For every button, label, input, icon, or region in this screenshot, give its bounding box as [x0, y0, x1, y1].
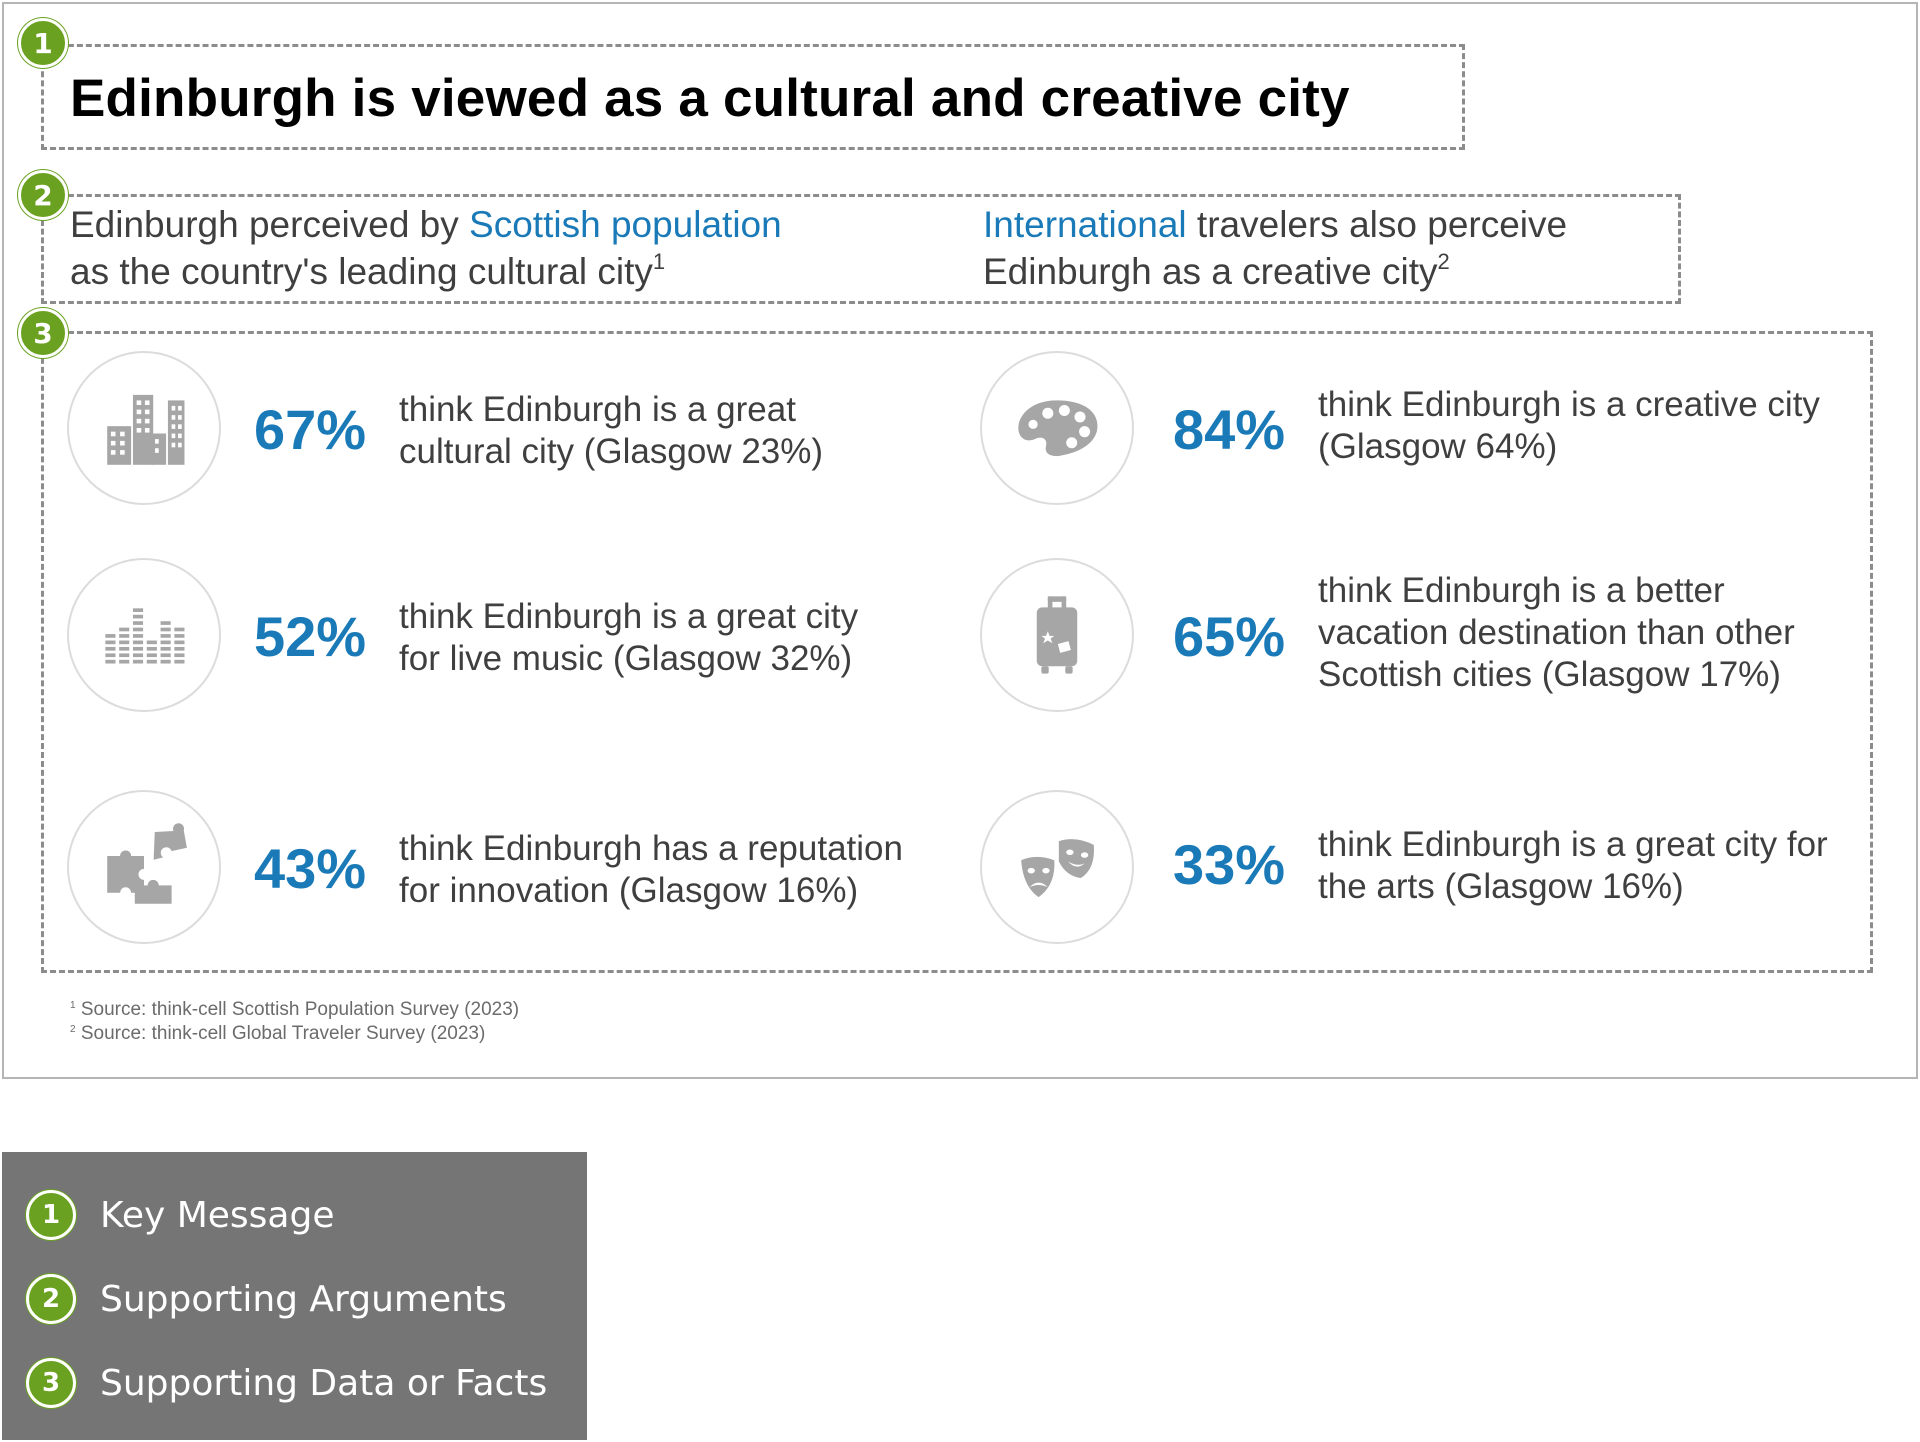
fact-description: think Edinburgh is a great cultural city… — [399, 389, 823, 473]
fact-description: think Edinburgh has a reputation for inn… — [399, 828, 903, 912]
fact-icon-circle — [67, 351, 221, 505]
fact-line: think Edinburgh is a great — [399, 390, 796, 429]
fact-percent: 33% — [1173, 833, 1286, 896]
key-message-title: Edinburgh is viewed as a cultural and cr… — [70, 69, 1350, 128]
fact-icon-circle — [980, 790, 1134, 944]
legend-label: Supporting Data or Facts — [100, 1362, 548, 1404]
fact-line: think Edinburgh has a reputation — [399, 829, 903, 868]
badge-3: 3 — [18, 308, 68, 358]
city-buildings-icon — [107, 394, 185, 465]
fact-line: think Edinburgh is a better — [1318, 571, 1725, 610]
legend-badge: 2 — [26, 1274, 76, 1324]
fact-icon-circle — [67, 790, 221, 944]
legend-badge: 1 — [26, 1190, 76, 1240]
footnote-marker: 1 — [70, 1000, 76, 1011]
fact-percent: 52% — [254, 605, 367, 668]
slide: 1 2 3 Edinburgh is viewed as a cultural … — [2, 2, 1918, 1079]
footnote-text: Source: think-cell Global Traveler Surve… — [80, 1023, 486, 1044]
footnotes: 1 Source: think-cell Scottish Population… — [70, 998, 519, 1046]
fact-line: vacation destination than other — [1318, 613, 1795, 652]
fact-description: think Edinburgh is a great city for the … — [1318, 824, 1828, 908]
fact-line: the arts (Glasgow 16%) — [1318, 867, 1684, 906]
fact-description: think Edinburgh is a better vacation des… — [1318, 570, 1795, 696]
footnote-marker: 2 — [70, 1024, 76, 1035]
argument-left: Edinburgh perceived by Scottish populati… — [70, 201, 782, 295]
argument-left-footnote-ref: 1 — [652, 249, 666, 274]
puzzle-pieces-icon — [107, 823, 187, 904]
supporting-facts-box — [41, 331, 1873, 973]
footnote-1: 1 Source: think-cell Scottish Population… — [70, 998, 519, 1022]
legend-label: Supporting Arguments — [100, 1278, 507, 1320]
paint-palette-icon — [1018, 400, 1098, 457]
legend-item-supporting-data: 3 Supporting Data or Facts — [26, 1358, 547, 1408]
argument-right: International travelers also perceive Ed… — [983, 201, 1567, 295]
legend-panel: 1 Key Message 2 Supporting Arguments 3 S… — [2, 1152, 587, 1440]
argument-left-pre: Edinburgh perceived by — [70, 204, 470, 245]
argument-left-accent: Scottish population — [469, 204, 782, 245]
supporting-arguments-box — [41, 194, 1681, 304]
footnote-text: Source: think-cell Scottish Population S… — [80, 999, 520, 1020]
argument-right-footnote-ref: 2 — [1437, 249, 1450, 274]
fact-line: cultural city (Glasgow 23%) — [399, 432, 824, 471]
fact-percent: 84% — [1173, 398, 1286, 461]
equalizer-bars-icon — [105, 608, 185, 664]
argument-right-accent: International — [983, 204, 1187, 245]
fact-percent: 43% — [254, 837, 367, 900]
fact-line: think Edinburgh is a creative city — [1318, 385, 1820, 424]
legend-badge: 3 — [26, 1358, 76, 1408]
fact-icon-circle — [980, 558, 1134, 712]
badge-1: 1 — [18, 18, 68, 68]
fact-percent: 65% — [1173, 605, 1286, 668]
badge-2: 2 — [18, 170, 68, 220]
argument-right-line2: Edinburgh as a creative city — [983, 251, 1438, 292]
fact-icon-circle — [980, 351, 1134, 505]
key-message-box — [41, 44, 1465, 150]
suitcase-icon — [1036, 596, 1078, 674]
argument-right-post: travelers also perceive — [1186, 204, 1568, 245]
argument-left-line2: as the country's leading cultural city — [70, 251, 653, 292]
legend-label: Key Message — [100, 1194, 335, 1236]
fact-line: for innovation (Glasgow 16%) — [399, 871, 859, 910]
legend-item-key-message: 1 Key Message — [26, 1190, 335, 1240]
fact-line: think Edinburgh is a great city for — [1318, 825, 1828, 864]
legend-item-supporting-arguments: 2 Supporting Arguments — [26, 1274, 507, 1324]
fact-line: (Glasgow 64%) — [1318, 427, 1558, 466]
fact-icon-circle — [67, 558, 221, 712]
fact-line: for live music (Glasgow 32%) — [399, 639, 853, 678]
fact-line: Scottish cities (Glasgow 17%) — [1318, 655, 1781, 694]
theater-masks-icon — [1019, 839, 1095, 900]
fact-description: think Edinburgh is a great city for live… — [399, 596, 858, 680]
fact-description: think Edinburgh is a creative city (Glas… — [1318, 384, 1820, 468]
fact-percent: 67% — [254, 398, 367, 461]
footnote-2: 2 Source: think-cell Global Traveler Sur… — [70, 1022, 519, 1046]
fact-line: think Edinburgh is a great city — [399, 597, 859, 636]
